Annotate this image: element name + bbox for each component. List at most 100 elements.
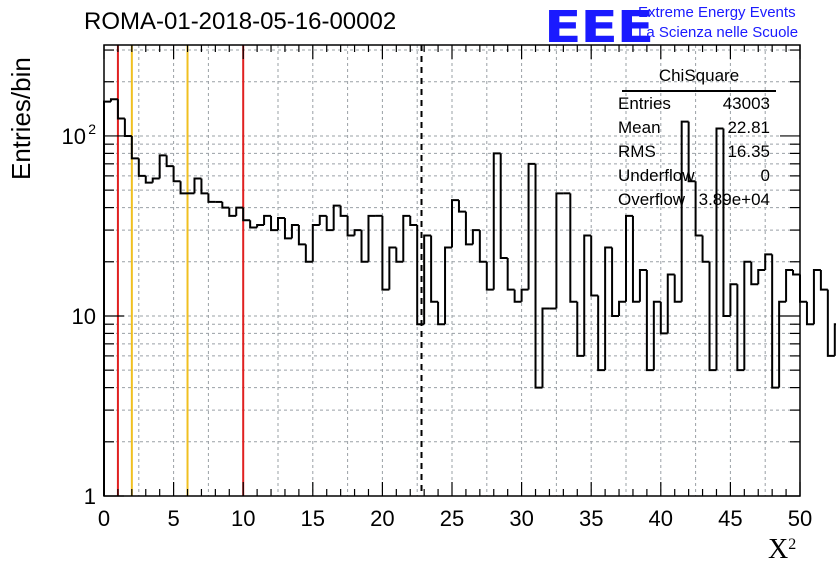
histogram-bin (200, 178, 209, 195)
histogram-bin (659, 301, 668, 335)
histogram-bin (506, 257, 515, 291)
histogram-bin (590, 235, 599, 297)
y-tick-label: 10 (72, 304, 96, 329)
histogram-bin (437, 301, 446, 326)
histogram-bin (513, 289, 522, 303)
histogram-bin (736, 284, 745, 372)
histogram-bin (444, 246, 452, 325)
histogram-bin (123, 118, 132, 137)
histogram-bin (576, 301, 585, 357)
histogram-bin (304, 244, 313, 263)
histogram-bin (137, 158, 146, 177)
histogram-bin (597, 295, 606, 372)
histogram-bin (423, 234, 432, 325)
stats-row-rms: RMS 16.35 (618, 140, 776, 164)
histogram-bin (652, 300, 661, 371)
stats-key: RMS (618, 142, 656, 161)
stats-row-overflow: Overflow 3.89e+04 (618, 188, 776, 212)
histogram-bin (673, 274, 682, 303)
stats-value: 3.89e+04 (698, 190, 770, 209)
histogram-bin (687, 121, 696, 183)
histogram-bin (792, 270, 800, 276)
x-tick-label: 30 (509, 506, 533, 531)
histogram-bin (165, 155, 174, 168)
x-tick-label: 45 (718, 506, 742, 531)
histogram-bin (764, 253, 773, 271)
histogram-bin (534, 163, 543, 389)
histogram-bin (757, 269, 766, 285)
y-tick-label-exponent: 2 (88, 121, 96, 137)
histogram-bin (311, 224, 320, 262)
histogram-bin (471, 229, 480, 245)
histogram-bin (346, 215, 355, 237)
histogram-bin (172, 166, 181, 183)
histogram-bin (325, 215, 334, 232)
histogram-bin (743, 260, 752, 371)
histogram-bin (492, 152, 501, 290)
histogram-bin (583, 234, 592, 356)
histogram-bin (193, 177, 202, 194)
logo-text-line2: La Scienza nelle Scuole (638, 24, 799, 41)
histogram-bin (485, 261, 494, 291)
histogram-bin (263, 214, 272, 226)
stats-row-entries: Entries 43003 (618, 92, 776, 116)
y-tick-label: 1 (84, 484, 96, 509)
histogram-bin (381, 215, 390, 291)
x-tick-label: 10 (231, 506, 255, 531)
stats-key: Overflow (618, 190, 686, 209)
histogram-bin (179, 181, 188, 195)
stats-value: 0 (760, 166, 770, 185)
histogram-bin (541, 307, 550, 388)
x-tick-label: 0 (98, 506, 110, 531)
histogram-bin (158, 154, 167, 179)
histogram-bin (638, 269, 647, 302)
histogram-bin (109, 98, 118, 102)
histogram-bin (729, 283, 738, 316)
histogram-bin (151, 177, 160, 183)
histogram-bin (318, 214, 327, 226)
stats-key: Underflow (618, 166, 695, 185)
histogram-bin (353, 229, 362, 236)
chart-title: ROMA-01-2018-05-16-00002 (84, 8, 397, 35)
histogram-bin (618, 300, 626, 316)
histogram-bin (771, 254, 780, 389)
histogram-bin (256, 224, 265, 228)
histogram-bin (520, 288, 529, 302)
histogram-bin (103, 100, 111, 496)
y-tick-label: 10 (62, 124, 86, 149)
histogram-bin (228, 207, 237, 217)
histogram-bin (235, 206, 244, 216)
histogram-bin (409, 215, 418, 227)
histogram-bin (457, 200, 466, 213)
stats-row-mean: Mean 22.81 (618, 116, 776, 140)
histogram-bin (451, 199, 459, 248)
histogram-bin (631, 215, 640, 303)
histogram-bars (103, 98, 836, 496)
histogram-bin (478, 230, 487, 263)
histogram-bin (207, 193, 216, 203)
histogram-bin (694, 181, 703, 237)
histogram-bin (750, 261, 759, 286)
histogram-bin (270, 215, 278, 232)
histogram-bin (778, 300, 787, 388)
grid (104, 45, 800, 496)
x-tick-label: 50 (788, 506, 812, 531)
histogram-bin (402, 214, 411, 262)
histogram-bin (666, 273, 675, 334)
x-tick-label: 25 (440, 506, 464, 531)
histogram-bin (130, 135, 139, 160)
histogram-bin (812, 269, 821, 325)
histogram-bin (283, 218, 292, 240)
x-tick-label: 15 (301, 506, 325, 531)
eee-logo: EEE (544, 2, 654, 53)
stats-key: Mean (618, 118, 661, 137)
histogram-bin (297, 225, 306, 246)
histogram-bin (799, 274, 807, 303)
histogram-bin (604, 246, 613, 371)
histogram-bin (277, 217, 285, 231)
y-axis-label: Entries/bin (6, 57, 36, 180)
histogram-bin (395, 247, 404, 263)
stats-title: ChiSquare (622, 66, 776, 92)
